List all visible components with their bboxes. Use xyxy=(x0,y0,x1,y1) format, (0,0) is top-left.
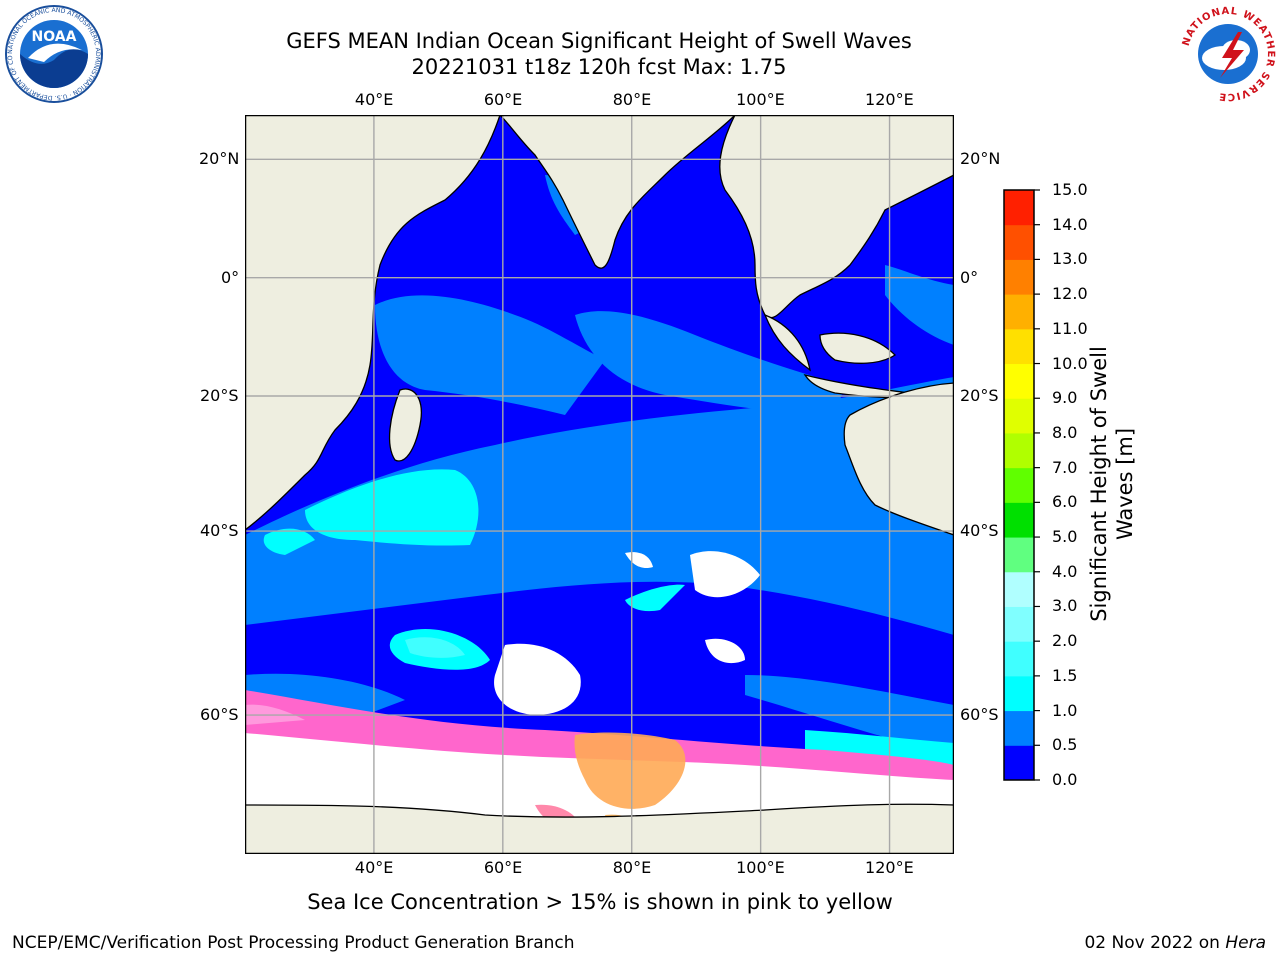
lat-label-left: 20°S xyxy=(200,386,239,405)
lat-label-left: 40°S xyxy=(200,521,239,541)
colorbar-tick-label: 2.0 xyxy=(1052,631,1078,651)
colorbar-swatch xyxy=(1004,328,1034,365)
colorbar-swatch xyxy=(1004,259,1034,295)
lat-label-right: 20°S xyxy=(960,386,999,405)
lat-label-right: 40°S xyxy=(960,521,999,541)
colorbar-swatch xyxy=(1004,190,1034,226)
colorbar-tick-label: 0.0 xyxy=(1052,770,1078,789)
colorbar-tick-label: 5.0 xyxy=(1052,527,1078,547)
nws-logo: NATIONAL WEATHER SERVICE xyxy=(1180,6,1276,102)
lon-label-top: 80°E xyxy=(612,90,652,109)
colorbar-swatch xyxy=(1004,432,1034,469)
madagascar xyxy=(388,388,422,462)
australia xyxy=(843,382,954,536)
borneo xyxy=(819,332,897,364)
swell-band-1.5-2.0 xyxy=(405,637,465,658)
svg-text:NOAA: NOAA xyxy=(32,29,77,45)
colorbar-frame xyxy=(1003,189,1035,781)
lat-label-left: 0° xyxy=(221,267,240,287)
land-masses xyxy=(245,115,954,854)
colorbar-swatch xyxy=(1004,641,1034,677)
colorbar-tick-label: 3.0 xyxy=(1052,596,1078,616)
lon-label-top: 40°E xyxy=(354,90,394,109)
lat-label-right: 60°S xyxy=(960,705,999,725)
lat-label-left: 60°S xyxy=(200,705,239,725)
lon-label-top: 120°E xyxy=(865,90,914,109)
colorbar-tick-label: 0.5 xyxy=(1052,735,1078,755)
colorbar-tick-label: 1.5 xyxy=(1052,665,1078,685)
colorbar-swatch xyxy=(1004,606,1034,642)
lon-label-bottom: 120°E xyxy=(865,858,914,877)
colorbar-tick-label: 11.0 xyxy=(1052,318,1088,338)
colorbar-swatch xyxy=(1004,571,1034,607)
colorbar-tick-label: 7.0 xyxy=(1052,457,1078,477)
colorbar-tick-label: 1.0 xyxy=(1052,700,1078,720)
southeast-asia xyxy=(719,115,954,319)
colorbar-swatch xyxy=(1004,467,1034,503)
colorbar-title: Significant Height of Swell Waves [m] xyxy=(1086,346,1138,622)
colorbar-swatch xyxy=(1004,675,1034,712)
lon-label-bottom: 80°E xyxy=(612,858,652,877)
colorbar-swatch xyxy=(1004,745,1034,781)
colorbar-tick-label: 12.0 xyxy=(1052,284,1088,304)
lat-label-right: 20°N xyxy=(960,149,1001,169)
lon-label-bottom: 60°E xyxy=(483,858,523,877)
map-title: GEFS MEAN Indian Ocean Significant Heigh… xyxy=(286,29,912,53)
africa-arabia xyxy=(245,115,501,531)
colorbar-swatch xyxy=(1004,537,1034,573)
lat-label-left: 20°N xyxy=(199,149,240,169)
colorbar-tick-label: 13.0 xyxy=(1052,249,1088,269)
footer-credit: NCEP/EMC/Verification Post Processing Pr… xyxy=(12,933,575,953)
map-frame xyxy=(245,115,954,854)
colorbar-tick-label: 8.0 xyxy=(1052,422,1078,442)
lat-label-right: 0° xyxy=(960,267,979,287)
malay-peninsula xyxy=(763,313,811,372)
colorbar-tick-label: 6.0 xyxy=(1052,492,1078,512)
colorbar-swatch xyxy=(1004,363,1034,399)
footer-date: 02 Nov 2022 on Hera xyxy=(1084,933,1266,953)
colorbar-tick-label: 10.0 xyxy=(1052,353,1088,373)
colorbar-title-line2: Waves [m] xyxy=(1113,427,1137,541)
colorbar-tick-label: 9.0 xyxy=(1052,388,1078,408)
india-asia xyxy=(499,115,736,269)
colorbar-swatch xyxy=(1004,224,1034,260)
ocean-map xyxy=(245,115,954,854)
lon-label-top: 100°E xyxy=(736,90,785,109)
colorbar xyxy=(1003,189,1040,781)
colorbar-swatch xyxy=(1004,294,1034,330)
footer-host: Hera xyxy=(1225,933,1266,953)
colorbar-tick-label: 14.0 xyxy=(1052,214,1088,234)
colorbar-swatch xyxy=(1004,502,1034,538)
colorbar-swatch xyxy=(1004,710,1034,746)
lon-label-bottom: 40°E xyxy=(354,858,394,877)
colorbar-title-line1: Significant Height of Swell xyxy=(1087,346,1111,622)
sea-ice-caption: Sea Ice Concentration > 15% is shown in … xyxy=(307,890,893,914)
map-subtitle: 20221031 t18z 120h fcst Max: 1.75 xyxy=(411,55,787,79)
colorbar-tick-label: 15.0 xyxy=(1052,180,1088,199)
colorbar-swatch xyxy=(1004,398,1034,434)
noaa-logo: NATIONAL OCEANIC AND ATMOSPHERIC ADMINIS… xyxy=(4,4,103,103)
lon-label-top: 60°E xyxy=(483,90,523,109)
antarctica xyxy=(245,803,954,854)
lon-label-bottom: 100°E xyxy=(736,858,785,877)
colorbar-tick-label: 4.0 xyxy=(1052,561,1078,581)
graticule xyxy=(245,115,954,854)
footer-date-text: 02 Nov 2022 on xyxy=(1084,933,1226,953)
